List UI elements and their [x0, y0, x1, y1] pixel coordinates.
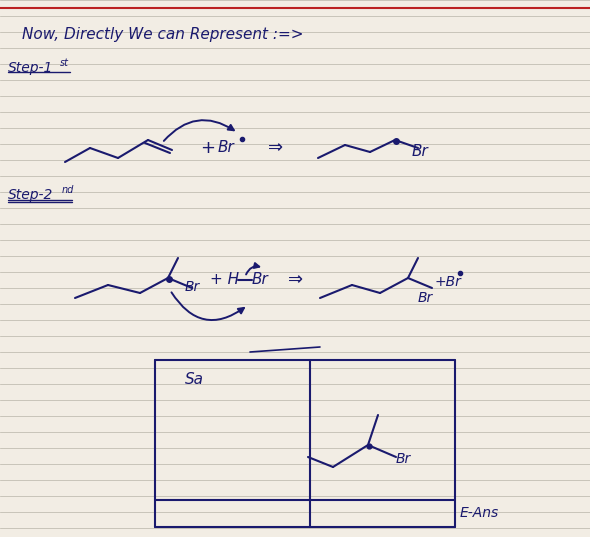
Text: Br: Br: [218, 141, 235, 156]
FancyArrowPatch shape: [172, 292, 244, 320]
FancyArrowPatch shape: [246, 263, 259, 274]
Text: Br: Br: [396, 452, 411, 466]
Text: st: st: [60, 58, 69, 68]
Text: +Br: +Br: [435, 275, 462, 289]
Text: E-Ans: E-Ans: [460, 506, 499, 520]
Text: ⇒: ⇒: [288, 271, 303, 289]
Text: Br: Br: [418, 291, 433, 305]
Text: Step-2: Step-2: [8, 188, 53, 202]
Text: ⇒: ⇒: [268, 139, 283, 157]
FancyArrowPatch shape: [164, 120, 234, 141]
Text: Sa: Sa: [185, 373, 204, 388]
Text: Step-1: Step-1: [8, 61, 53, 75]
Text: nd: nd: [62, 185, 74, 195]
Text: +: +: [200, 139, 215, 157]
Text: Br: Br: [412, 144, 429, 159]
Text: Br: Br: [252, 272, 269, 287]
Text: + H: + H: [210, 272, 239, 287]
Text: Now, Directly We can Represent :=>: Now, Directly We can Represent :=>: [22, 27, 303, 42]
Text: Br: Br: [185, 280, 200, 294]
